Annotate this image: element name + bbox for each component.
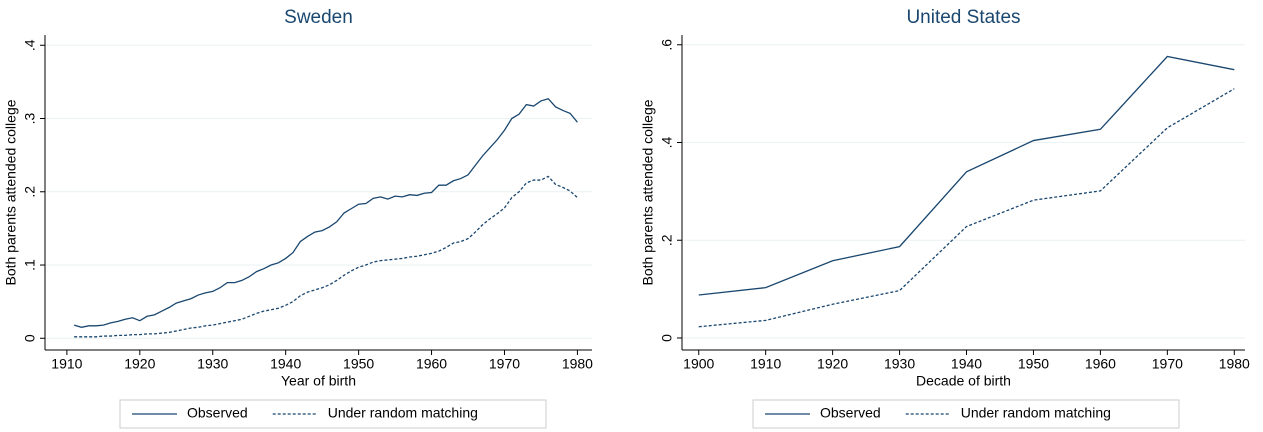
line-series: [73, 97, 578, 328]
x-axis-title: Year of birth: [281, 373, 356, 389]
x-tick-label: 1960: [1085, 356, 1116, 372]
y-tick-label: .2: [659, 234, 675, 246]
y-axis-title: Both parents attended college: [3, 99, 19, 285]
x-tick-label: 1910: [750, 356, 781, 372]
legend-label: Under random matching: [961, 405, 1111, 421]
y-tick-label: 0: [659, 334, 675, 342]
line-series: [698, 88, 1235, 328]
legend-label: Observed: [820, 405, 881, 421]
x-tick-label: 1920: [817, 356, 848, 372]
legend-box: [752, 399, 1180, 429]
x-tick-label: 1940: [951, 356, 982, 372]
y-tick-label: .3: [22, 112, 38, 124]
x-tick-label: 1940: [270, 356, 301, 372]
chart-title: United States: [906, 7, 1020, 28]
line-series: [698, 55, 1235, 296]
x-tick-label: 1980: [562, 356, 593, 372]
x-tick-label: 1970: [489, 356, 520, 372]
y-tick-label: 0: [22, 334, 38, 342]
legend-label: Observed: [187, 405, 248, 421]
x-tick-label: 1970: [1152, 356, 1183, 372]
y-tick-label: .1: [22, 259, 38, 271]
x-tick-label: 1950: [343, 356, 374, 372]
line-series: [74, 175, 578, 338]
x-tick-label: 1930: [884, 356, 915, 372]
x-tick-label: 1900: [683, 356, 714, 372]
x-tick-label: 1930: [197, 356, 228, 372]
x-tick-label: 1920: [124, 356, 155, 372]
chart-title: Sweden: [284, 7, 353, 28]
legend-box: [119, 399, 547, 429]
x-tick-label: 1960: [416, 356, 447, 372]
x-tick-label: 1980: [1219, 356, 1250, 372]
x-axis-title: Decade of birth: [916, 373, 1011, 389]
y-tick-label: .2: [22, 186, 38, 198]
x-tick-label: 1950: [1018, 356, 1049, 372]
y-tick-label: .6: [659, 39, 675, 51]
x-tick-label: 1910: [51, 356, 82, 372]
y-axis-title: Both parents attended college: [640, 99, 656, 285]
y-tick-label: .4: [22, 39, 38, 51]
legend-label: Under random matching: [328, 405, 478, 421]
y-tick-label: .4: [659, 136, 675, 148]
